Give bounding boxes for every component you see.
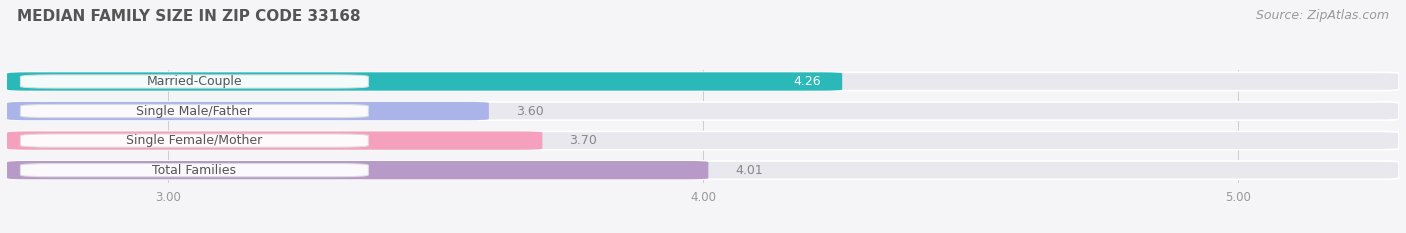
FancyBboxPatch shape xyxy=(7,161,1399,179)
FancyBboxPatch shape xyxy=(21,164,368,177)
FancyBboxPatch shape xyxy=(7,161,709,179)
Text: 3.70: 3.70 xyxy=(569,134,598,147)
Text: 4.26: 4.26 xyxy=(793,75,821,88)
FancyBboxPatch shape xyxy=(7,102,1399,120)
Text: Total Families: Total Families xyxy=(152,164,236,177)
Text: Source: ZipAtlas.com: Source: ZipAtlas.com xyxy=(1256,9,1389,22)
FancyBboxPatch shape xyxy=(21,134,368,147)
Text: Single Male/Father: Single Male/Father xyxy=(136,105,253,117)
Text: Married-Couple: Married-Couple xyxy=(146,75,242,88)
FancyBboxPatch shape xyxy=(7,72,1399,91)
FancyBboxPatch shape xyxy=(7,102,489,120)
Text: 4.01: 4.01 xyxy=(735,164,763,177)
Text: Single Female/Mother: Single Female/Mother xyxy=(127,134,263,147)
Text: MEDIAN FAMILY SIZE IN ZIP CODE 33168: MEDIAN FAMILY SIZE IN ZIP CODE 33168 xyxy=(17,9,360,24)
FancyBboxPatch shape xyxy=(21,75,368,88)
FancyBboxPatch shape xyxy=(7,131,1399,150)
FancyBboxPatch shape xyxy=(7,131,543,150)
FancyBboxPatch shape xyxy=(7,72,842,91)
FancyBboxPatch shape xyxy=(21,104,368,118)
Text: 3.60: 3.60 xyxy=(516,105,543,117)
